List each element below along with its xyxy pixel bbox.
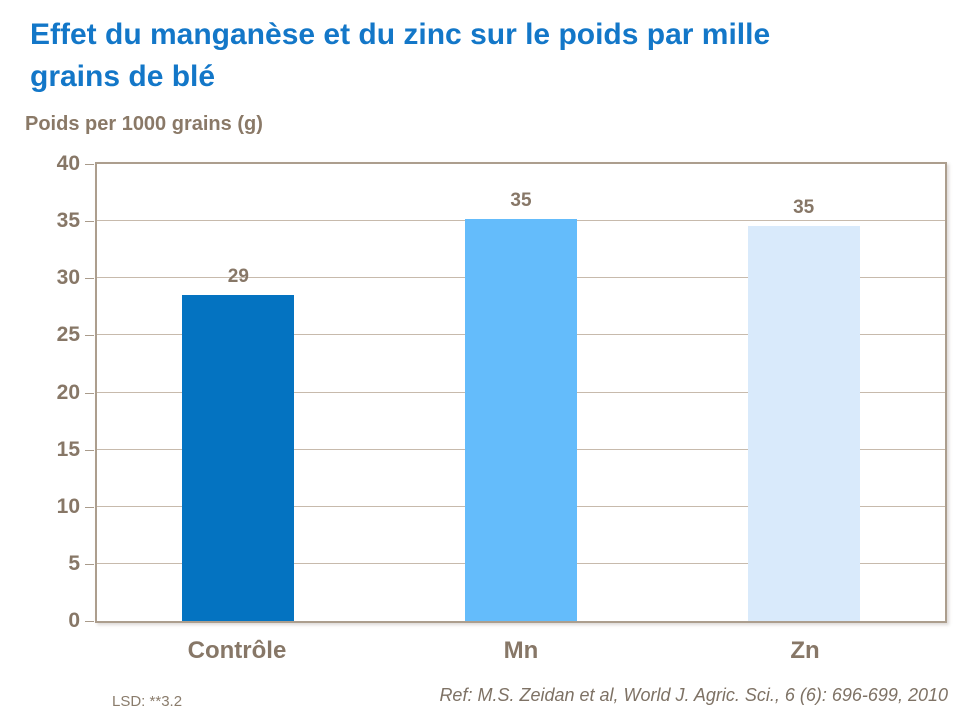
bar-mn	[464, 218, 577, 621]
chart-title-line1: Effet du manganèse et du zinc sur le poi…	[30, 18, 771, 51]
y-tick-label-20: 20	[56, 380, 80, 404]
chart-title-line2: grains de blé	[30, 60, 216, 93]
y-tick-mark-0	[85, 621, 94, 622]
y-axis-tick-marks	[85, 162, 95, 623]
y-tick-label-15: 15	[56, 437, 80, 461]
bar-contrôle	[182, 295, 295, 621]
y-tick-mark-25	[85, 335, 94, 337]
y-tick-label-10: 10	[56, 494, 80, 518]
bar-slot-mn: 35	[380, 164, 663, 621]
bar-slot-contrôle: 29	[97, 164, 380, 621]
y-axis-tick-labels: 0 5 10 15 20 25 30 35 40	[0, 152, 80, 632]
y-tick-label-5: 5	[68, 551, 80, 575]
bar-value-label-contrôle: 29	[227, 266, 249, 288]
y-tick-mark-40	[85, 164, 94, 165]
bar-slot-zn: 35	[662, 164, 945, 621]
y-tick-label-40: 40	[56, 152, 80, 175]
bar-value-label-mn: 35	[510, 189, 532, 211]
x-category-label-zn: Zn	[790, 637, 820, 664]
bar-zn	[747, 225, 860, 621]
y-tick-mark-30	[85, 278, 94, 280]
y-tick-mark-10	[85, 506, 94, 508]
x-category-label-mn: Mn	[503, 637, 539, 664]
plot-area: 29 35 35	[95, 162, 947, 623]
y-tick-label-30: 30	[56, 266, 80, 290]
y-tick-label-0: 0	[68, 609, 80, 632]
y-tick-mark-15	[85, 449, 94, 451]
bar-value-label-zn: 35	[793, 196, 815, 218]
y-axis-title: Poids per 1000 grains (g)	[25, 113, 263, 135]
lsd-note: LSD: **3.2	[112, 693, 183, 710]
chart-title: Effet du manganèse et du zinc sur le poi…	[30, 14, 890, 98]
y-tick-label-25: 25	[56, 323, 80, 347]
y-tick-mark-35	[85, 221, 94, 223]
y-tick-mark-5	[85, 563, 94, 565]
x-category-label-contrôle: Contrôle	[187, 637, 287, 664]
x-axis-category-labels: Contrôle Mn Zn	[95, 637, 947, 667]
reference-citation: Ref: M.S. Zeidan et al, World J. Agric. …	[439, 685, 948, 705]
y-tick-mark-20	[85, 392, 94, 394]
y-tick-label-35: 35	[56, 209, 80, 233]
